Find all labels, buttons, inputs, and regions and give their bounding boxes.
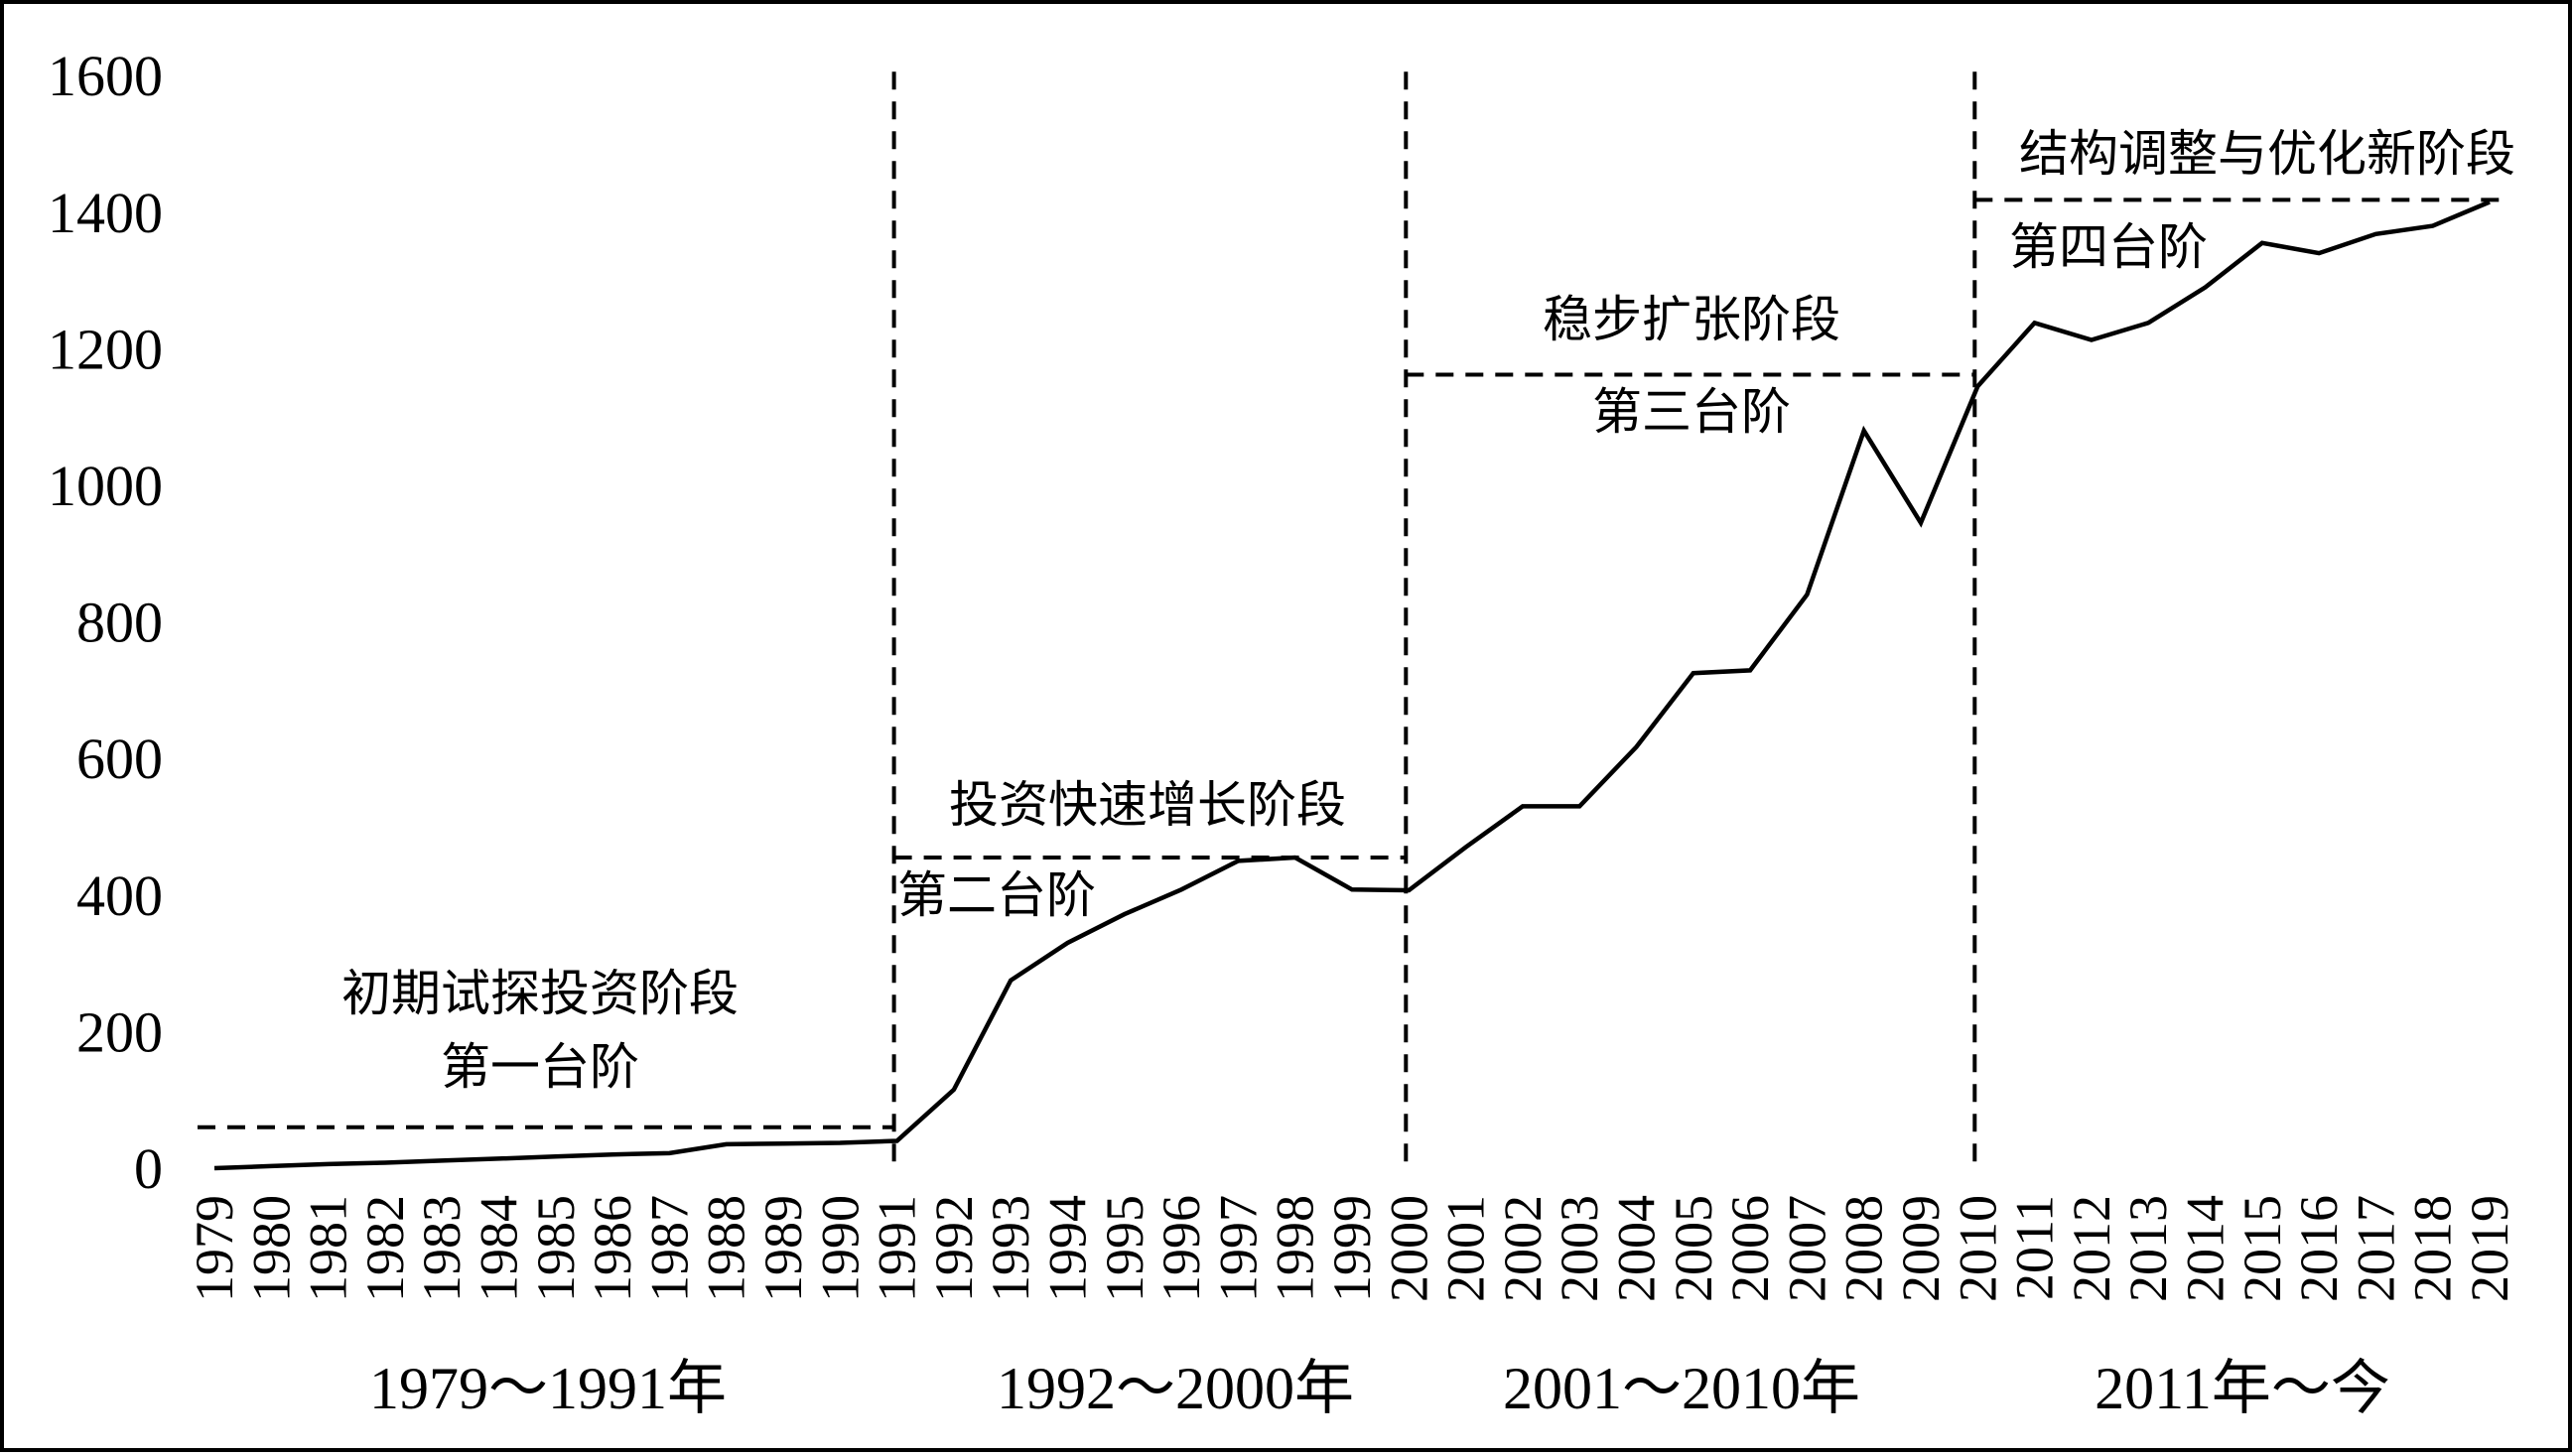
x-tick-label-1979: 1979 bbox=[185, 1195, 244, 1302]
x-tick-label-1984: 1984 bbox=[470, 1195, 529, 1302]
x-tick-label-2017: 2017 bbox=[2346, 1195, 2405, 1302]
data-series bbox=[213, 199, 2491, 1171]
x-tick-label-1980: 1980 bbox=[241, 1195, 301, 1302]
period-label-2: 1992～2000年 bbox=[997, 1356, 1354, 1421]
x-tick-label-2014: 2014 bbox=[2176, 1195, 2235, 1302]
x-tick-label-1989: 1989 bbox=[753, 1195, 813, 1302]
step4-label: 第四台阶 bbox=[2009, 218, 2208, 276]
x-tick-label-2005: 2005 bbox=[1664, 1195, 1723, 1302]
stage2-label: 投资快速增长阶段 bbox=[949, 776, 1346, 834]
x-tick-label-1993: 1993 bbox=[981, 1195, 1040, 1302]
x-tick-label-2016: 2016 bbox=[2289, 1195, 2349, 1302]
x-tick-label-1985: 1985 bbox=[526, 1195, 586, 1302]
x-tick-label-2006: 2006 bbox=[1720, 1195, 1780, 1302]
y-tick-label-600: 600 bbox=[76, 727, 163, 791]
x-tick-label-2011: 2011 bbox=[2005, 1195, 2065, 1300]
x-tick-label-2000: 2000 bbox=[1379, 1195, 1438, 1302]
step-levels bbox=[198, 198, 2500, 1129]
x-tick-label-1986: 1986 bbox=[583, 1195, 642, 1302]
x-tick-label-2004: 2004 bbox=[1607, 1195, 1667, 1302]
x-tick-label-2003: 2003 bbox=[1550, 1195, 1609, 1302]
x-tick-label-2001: 2001 bbox=[1436, 1195, 1496, 1302]
x-tick-label-2018: 2018 bbox=[2403, 1195, 2463, 1302]
x-tick-label-1988: 1988 bbox=[697, 1195, 756, 1302]
y-axis-ticks: 0 200 400 600 800 1000 1200 1400 1600 bbox=[48, 44, 163, 1201]
y-tick-label-0: 0 bbox=[134, 1136, 163, 1201]
x-tick-label-1981: 1981 bbox=[299, 1195, 358, 1302]
y-tick-label-200: 200 bbox=[76, 999, 163, 1064]
x-tick-label-1990: 1990 bbox=[810, 1195, 870, 1302]
y-tick-label-1600: 1600 bbox=[48, 44, 163, 108]
x-tick-label-2015: 2015 bbox=[2233, 1195, 2292, 1302]
period-label-3: 2001～2010年 bbox=[1503, 1356, 1860, 1421]
x-tick-label-1997: 1997 bbox=[1208, 1195, 1268, 1302]
x-tick-label-1991: 1991 bbox=[868, 1195, 927, 1302]
stage1-label: 初期试探投资阶段 bbox=[341, 965, 739, 1022]
y-tick-label-1400: 1400 bbox=[48, 181, 163, 245]
period-label-1: 1979～1991年 bbox=[369, 1356, 727, 1421]
series-line bbox=[213, 199, 2491, 1171]
x-tick-label-2007: 2007 bbox=[1777, 1195, 1836, 1302]
x-tick-label-2008: 2008 bbox=[1834, 1195, 1894, 1302]
y-tick-label-1000: 1000 bbox=[48, 454, 163, 518]
period-dividers bbox=[891, 71, 1977, 1172]
period-label-4: 2011年～今 bbox=[2095, 1356, 2390, 1421]
x-tick-label-2019: 2019 bbox=[2460, 1195, 2519, 1302]
x-tick-label-1982: 1982 bbox=[355, 1195, 415, 1302]
y-tick-label-800: 800 bbox=[76, 591, 163, 655]
y-tick-label-1200: 1200 bbox=[48, 317, 163, 381]
x-axis-ticks: 1979198019811982198319841985198619871988… bbox=[185, 1195, 2519, 1302]
x-tick-label-1994: 1994 bbox=[1038, 1195, 1098, 1302]
step3-label: 第三台阶 bbox=[1592, 383, 1791, 441]
stage3-label: 稳步扩张阶段 bbox=[1543, 291, 1840, 348]
stage4-label: 结构调整与优化新阶段 bbox=[2019, 125, 2515, 183]
x-tick-label-1983: 1983 bbox=[412, 1195, 472, 1302]
x-tick-label-2009: 2009 bbox=[1891, 1195, 1951, 1302]
x-tick-label-1987: 1987 bbox=[639, 1195, 699, 1302]
x-tick-label-2010: 2010 bbox=[1948, 1195, 2007, 1302]
x-tick-label-1992: 1992 bbox=[924, 1195, 984, 1302]
x-tick-label-1995: 1995 bbox=[1095, 1195, 1154, 1302]
x-tick-label-2013: 2013 bbox=[2118, 1195, 2178, 1302]
x-tick-label-1998: 1998 bbox=[1266, 1195, 1325, 1302]
step1-label: 第一台阶 bbox=[441, 1038, 639, 1096]
x-tick-label-2002: 2002 bbox=[1493, 1195, 1553, 1302]
x-tick-label-1996: 1996 bbox=[1151, 1195, 1211, 1302]
x-tick-label-2012: 2012 bbox=[2062, 1195, 2121, 1302]
y-tick-label-400: 400 bbox=[76, 863, 163, 928]
step2-label: 第二台阶 bbox=[897, 866, 1096, 924]
x-tick-label-1999: 1999 bbox=[1322, 1195, 1382, 1302]
